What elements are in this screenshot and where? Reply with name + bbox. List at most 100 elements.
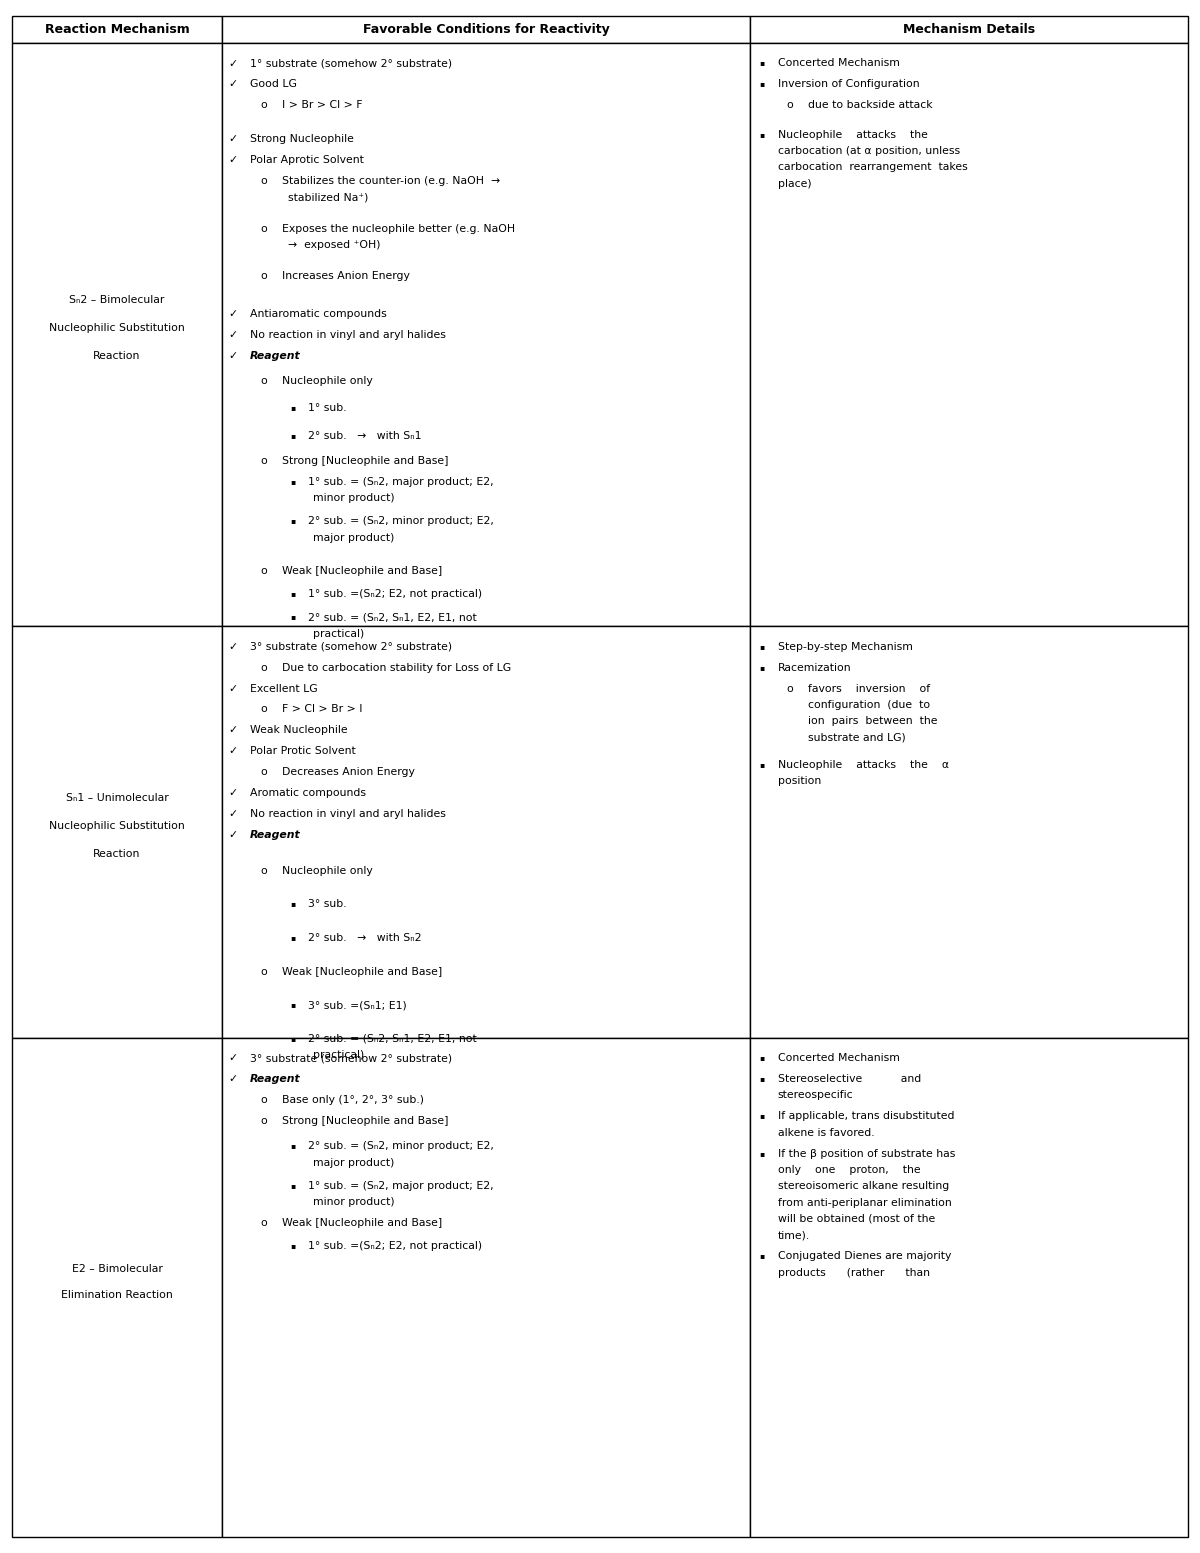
Text: time).: time). — [778, 1230, 810, 1241]
Text: o: o — [260, 567, 268, 576]
Text: E2 – Bimolecular: E2 – Bimolecular — [72, 1264, 162, 1273]
Text: o: o — [786, 683, 793, 694]
Text: Weak [Nucleophile and Base]: Weak [Nucleophile and Base] — [282, 966, 443, 977]
Text: Concerted Mechanism: Concerted Mechanism — [778, 59, 900, 68]
Text: Exposes the nucleophile better (e.g. NaOH: Exposes the nucleophile better (e.g. NaO… — [282, 224, 515, 233]
Text: from anti-periplanar elimination: from anti-periplanar elimination — [778, 1197, 952, 1208]
Text: 1° sub. = (Sₙ2, major product; E2,: 1° sub. = (Sₙ2, major product; E2, — [308, 477, 494, 488]
Bar — [750, 43, 1188, 626]
Text: Stabilizes the counter-ion (e.g. NaOH  →: Stabilizes the counter-ion (e.g. NaOH → — [282, 175, 500, 186]
Text: Elimination Reaction: Elimination Reaction — [61, 1291, 173, 1300]
Text: Strong [Nucleophile and Base]: Strong [Nucleophile and Base] — [282, 457, 449, 466]
Text: ▪: ▪ — [290, 933, 295, 943]
Text: Decreases Anion Energy: Decreases Anion Energy — [282, 767, 415, 778]
Bar — [12, 16, 222, 43]
Text: ✓: ✓ — [228, 134, 238, 144]
Text: only    one    proton,    the: only one proton, the — [778, 1165, 920, 1176]
Text: F > Cl > Br > I: F > Cl > Br > I — [282, 705, 362, 714]
Text: ✓: ✓ — [228, 725, 238, 736]
Text: ▪: ▪ — [290, 612, 295, 621]
Text: Sₙ2 – Bimolecular: Sₙ2 – Bimolecular — [70, 295, 164, 306]
Text: 1° sub.: 1° sub. — [308, 404, 347, 413]
Text: 1° sub. = (Sₙ2, major product; E2,: 1° sub. = (Sₙ2, major product; E2, — [308, 1180, 494, 1191]
Text: Polar Protic Solvent: Polar Protic Solvent — [250, 747, 355, 756]
Bar — [12, 626, 222, 1037]
Text: Sₙ1 – Unimolecular: Sₙ1 – Unimolecular — [66, 792, 168, 803]
Text: ▪: ▪ — [760, 663, 764, 671]
Text: 3° sub.: 3° sub. — [308, 899, 347, 910]
Text: 1° substrate (somehow 2° substrate): 1° substrate (somehow 2° substrate) — [250, 59, 451, 68]
Text: ✓: ✓ — [228, 1075, 238, 1084]
Text: Nucleophile    attacks    the: Nucleophile attacks the — [778, 130, 928, 140]
Text: o: o — [260, 867, 268, 876]
Text: ▪: ▪ — [290, 1180, 295, 1190]
Text: o: o — [260, 272, 268, 281]
Text: ▪: ▪ — [760, 1053, 764, 1062]
Text: major product): major product) — [313, 1157, 395, 1168]
Text: 1° sub. =(Sₙ2; E2, not practical): 1° sub. =(Sₙ2; E2, not practical) — [308, 1241, 482, 1252]
Text: 2° sub.   →   with Sₙ2: 2° sub. → with Sₙ2 — [308, 933, 422, 943]
Text: Weak [Nucleophile and Base]: Weak [Nucleophile and Base] — [282, 567, 443, 576]
Text: If applicable, trans disubstituted: If applicable, trans disubstituted — [778, 1112, 954, 1121]
Bar — [750, 1037, 1188, 1537]
Text: Inversion of Configuration: Inversion of Configuration — [778, 79, 919, 90]
Bar — [222, 16, 750, 43]
Text: Nucleophile    attacks    the    α: Nucleophile attacks the α — [778, 759, 949, 770]
Text: I > Br > Cl > F: I > Br > Cl > F — [282, 101, 362, 110]
Text: Reagent: Reagent — [250, 351, 300, 362]
Bar — [222, 626, 750, 1037]
Text: ▪: ▪ — [290, 477, 295, 486]
Text: 3° sub. =(Sₙ1; E1): 3° sub. =(Sₙ1; E1) — [308, 1000, 407, 1009]
Text: minor product): minor product) — [313, 1197, 395, 1207]
Text: If the β position of substrate has: If the β position of substrate has — [778, 1149, 955, 1159]
Text: will be obtained (most of the: will be obtained (most of the — [778, 1214, 935, 1224]
Text: stereoisomeric alkane resulting: stereoisomeric alkane resulting — [778, 1182, 949, 1191]
Text: Antiaromatic compounds: Antiaromatic compounds — [250, 309, 386, 320]
Text: ▪: ▪ — [760, 759, 764, 769]
Text: o: o — [260, 966, 268, 977]
Bar — [222, 1037, 750, 1537]
Bar — [12, 1037, 222, 1537]
Text: carbocation (at α position, unless: carbocation (at α position, unless — [778, 146, 960, 157]
Text: Due to carbocation stability for Loss of LG: Due to carbocation stability for Loss of… — [282, 663, 511, 672]
Text: Strong Nucleophile: Strong Nucleophile — [250, 134, 354, 144]
Text: configuration  (due  to: configuration (due to — [808, 700, 930, 710]
Bar — [750, 626, 1188, 1037]
Text: o: o — [260, 457, 268, 466]
Text: Nucleophile only: Nucleophile only — [282, 867, 373, 876]
Text: ✓: ✓ — [228, 309, 238, 320]
Text: o: o — [260, 663, 268, 672]
Text: o: o — [260, 175, 268, 186]
Text: Good LG: Good LG — [250, 79, 296, 90]
Text: Conjugated Dienes are majority: Conjugated Dienes are majority — [778, 1252, 950, 1261]
Text: o: o — [260, 1095, 268, 1106]
Text: ✓: ✓ — [228, 641, 238, 652]
Text: 2° sub.   →   with Sₙ1: 2° sub. → with Sₙ1 — [308, 430, 422, 441]
Text: ion  pairs  between  the: ion pairs between the — [808, 716, 937, 727]
Text: place): place) — [778, 179, 811, 189]
Text: Reaction Mechanism: Reaction Mechanism — [44, 23, 190, 36]
Text: o: o — [260, 376, 268, 387]
Text: 2° sub. = (Sₙ2, minor product; E2,: 2° sub. = (Sₙ2, minor product; E2, — [308, 1141, 494, 1151]
Text: Concerted Mechanism: Concerted Mechanism — [778, 1053, 900, 1064]
Bar — [750, 16, 1188, 43]
Text: Base only (1°, 2°, 3° sub.): Base only (1°, 2°, 3° sub.) — [282, 1095, 424, 1106]
Text: Nucleophilic Substitution: Nucleophilic Substitution — [49, 820, 185, 831]
Text: 3° substrate (somehow 2° substrate): 3° substrate (somehow 2° substrate) — [250, 641, 451, 652]
Text: →  exposed ⁺OH): → exposed ⁺OH) — [288, 241, 380, 250]
Text: Weak [Nucleophile and Base]: Weak [Nucleophile and Base] — [282, 1218, 443, 1228]
Text: ▪: ▪ — [760, 59, 764, 67]
Text: Polar Aprotic Solvent: Polar Aprotic Solvent — [250, 155, 364, 165]
Text: Favorable Conditions for Reactivity: Favorable Conditions for Reactivity — [362, 23, 610, 36]
Text: Reagent: Reagent — [250, 831, 300, 840]
Text: o: o — [786, 101, 793, 110]
Text: position: position — [778, 776, 821, 786]
Text: ▪: ▪ — [760, 641, 764, 651]
Text: o: o — [260, 767, 268, 778]
Text: ✓: ✓ — [228, 1053, 238, 1064]
Text: alkene is favored.: alkene is favored. — [778, 1127, 875, 1138]
Text: ✓: ✓ — [228, 351, 238, 362]
Text: 2° sub. = (Sₙ2, Sₙ1, E2, E1, not: 2° sub. = (Sₙ2, Sₙ1, E2, E1, not — [308, 612, 478, 623]
Text: Racemization: Racemization — [778, 663, 851, 672]
Text: stereospecific: stereospecific — [778, 1090, 853, 1101]
